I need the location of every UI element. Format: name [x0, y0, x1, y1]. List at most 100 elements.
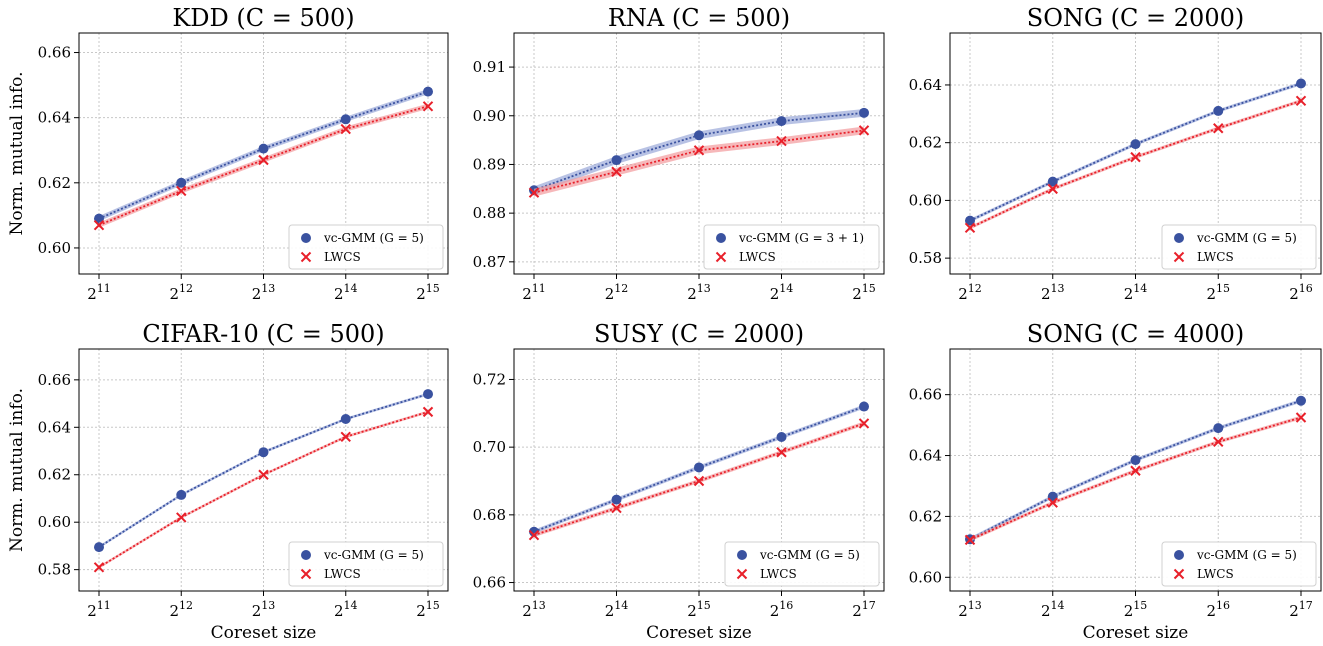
- y-tick-label: 0.66: [473, 574, 506, 592]
- x-tick-label: 215: [1124, 599, 1148, 620]
- y-tick-label: 0.88: [473, 204, 506, 222]
- legend-marker-lwcs: [1173, 568, 1185, 580]
- x-axis-label: Coreset size: [211, 623, 317, 643]
- legend: vc-GMM (G = 5) LWCS: [724, 541, 880, 587]
- plot-area-frame: [513, 32, 885, 275]
- y-tick-label: 0.70: [473, 438, 506, 456]
- y-tick-label: 0.64: [38, 418, 71, 436]
- x-tick-label: 214: [1041, 599, 1065, 620]
- x-tick-label: 213: [1041, 282, 1065, 303]
- data-point-vc: [694, 130, 704, 141]
- legend-box: [1161, 224, 1317, 270]
- series-band-vc: [534, 108, 864, 195]
- y-tick-label: 0.64: [909, 76, 942, 94]
- subplot-5: SUSY (C = 2000) 213 214 215 216 217 0.66 0.68 0.…: [473, 320, 885, 643]
- data-point-vc: [340, 114, 351, 125]
- data-point-vc: [694, 462, 704, 473]
- marker-stroke: [258, 154, 269, 166]
- marker-stroke: [340, 123, 351, 135]
- y-tick-label: 0.62: [38, 174, 71, 192]
- x-tick-label: 214: [605, 599, 629, 620]
- marker-stroke: [176, 185, 187, 197]
- y-tick-label: 0.62: [909, 134, 942, 152]
- marker-stroke: [1047, 497, 1058, 508]
- legend: vc-GMM (G = 5) LWCS: [1161, 541, 1317, 587]
- data-point-lwcs: [693, 145, 705, 156]
- data-point-lwcs: [258, 154, 269, 166]
- legend-label-lwcs: LWCS: [1197, 567, 1234, 581]
- x-tick-label: 213: [958, 599, 982, 620]
- data-point-lwcs: [528, 187, 540, 198]
- marker-stroke: [1295, 412, 1307, 423]
- marker-stroke: [422, 406, 434, 418]
- legend-marker-lwcs: [736, 568, 748, 580]
- subplot-3: SONG (C = 2000) 212 213 214 215 216 0.58 0.60 0.…: [909, 4, 1322, 303]
- data-point-vc: [611, 155, 622, 166]
- marker-stroke: [93, 219, 105, 231]
- x-tick-label: 213: [252, 599, 276, 620]
- marker-stroke: [1130, 151, 1141, 163]
- marker-stroke: [611, 166, 622, 177]
- y-tick-label: 0.60: [38, 513, 71, 531]
- plot-area-frame: [78, 348, 449, 592]
- y-tick-label: 0.66: [909, 386, 942, 404]
- data-point-vc: [176, 489, 187, 500]
- x-tick-label: 211: [87, 282, 111, 303]
- y-tick-label: 0.62: [38, 466, 71, 484]
- legend-label-lwcs: LWCS: [1197, 250, 1234, 264]
- legend: vc-GMM (G = 5) LWCS: [288, 224, 444, 270]
- legend-label-vc: vc-GMM (G = 5): [1196, 548, 1297, 562]
- data-point-vc: [94, 213, 104, 224]
- marker-stroke: [776, 447, 787, 458]
- x-tick-label: 215: [416, 282, 440, 303]
- series-band-vc: [970, 398, 1301, 542]
- data-point-vc: [1130, 455, 1141, 466]
- subplot-title: CIFAR-10 (C = 500): [142, 320, 384, 348]
- y-axis-label: Norm. mutual info.: [7, 71, 27, 235]
- x-tick-label: 217: [852, 599, 876, 620]
- subplot-title: RNA (C = 500): [608, 4, 790, 32]
- y-tick-label: 0.87: [473, 253, 506, 271]
- legend-label-lwcs: LWCS: [739, 250, 776, 264]
- y-tick-label: 0.68: [473, 506, 506, 524]
- legend-marker-vc: [1174, 233, 1184, 243]
- legend-box: [703, 224, 880, 270]
- data-point-vc: [611, 494, 622, 505]
- data-point-vc: [258, 143, 269, 154]
- series-band-lwcs: [970, 99, 1301, 230]
- y-axis-label: Norm. mutual info.: [7, 388, 27, 552]
- marker-stroke: [1047, 183, 1058, 195]
- series-line-vc: [969, 399, 1302, 541]
- data-point-lwcs: [1213, 123, 1224, 134]
- legend-label-vc: vc-GMM (G = 5): [1196, 231, 1297, 245]
- marker-stroke: [1213, 436, 1224, 448]
- legend-marker-lwcs: [1173, 251, 1185, 263]
- subplot-6: SONG (C = 4000) 213 214 215 216 217 0.60 0.62 0.…: [909, 320, 1322, 643]
- y-tick-label: 0.91: [473, 58, 506, 76]
- data-point-vc: [859, 401, 869, 412]
- marker-stroke: [1213, 123, 1224, 134]
- marker-stroke: [858, 125, 870, 136]
- subplot-title: SONG (C = 2000): [1027, 4, 1244, 32]
- legend-box: [724, 541, 880, 587]
- y-tick-label: 0.60: [909, 568, 942, 586]
- data-point-lwcs: [93, 562, 105, 573]
- data-point-lwcs: [611, 166, 622, 177]
- data-point-lwcs: [611, 502, 622, 514]
- legend-label-lwcs: LWCS: [760, 567, 797, 581]
- data-point-vc: [340, 413, 351, 424]
- data-point-lwcs: [1047, 497, 1058, 508]
- x-tick-label: 214: [770, 282, 794, 303]
- legend-box: [1161, 541, 1317, 587]
- legend-marker-vc: [737, 550, 747, 560]
- data-point-lwcs: [1130, 151, 1141, 163]
- y-tick-label: 0.60: [38, 239, 71, 257]
- subplot-title: SUSY (C = 2000): [594, 320, 804, 348]
- x-axis-label: Coreset size: [1083, 623, 1189, 643]
- data-point-lwcs: [858, 418, 870, 429]
- data-point-lwcs: [528, 529, 540, 541]
- legend-label-vc: vc-GMM (G = 5): [323, 548, 424, 562]
- legend-marker-lwcs: [300, 251, 312, 263]
- legend: vc-GMM (G = 5) LWCS: [288, 541, 444, 587]
- x-tick-label: 216: [1206, 599, 1230, 620]
